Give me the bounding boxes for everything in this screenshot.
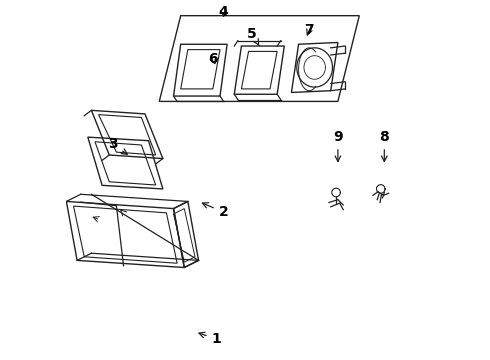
Text: 7: 7 — [304, 23, 314, 37]
Text: 4: 4 — [219, 5, 228, 19]
Text: 5: 5 — [247, 27, 259, 46]
Text: 8: 8 — [379, 130, 389, 162]
Text: 9: 9 — [333, 130, 343, 162]
Text: 6: 6 — [208, 51, 218, 66]
Text: 1: 1 — [199, 332, 221, 346]
Text: 3: 3 — [108, 137, 127, 154]
Text: 2: 2 — [202, 203, 228, 219]
